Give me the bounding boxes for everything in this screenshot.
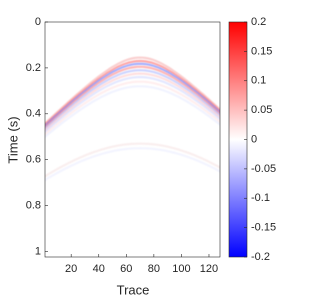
wavefront xyxy=(45,59,220,127)
wavefront xyxy=(45,72,220,132)
wavefront xyxy=(45,76,220,134)
wavefront xyxy=(45,85,220,139)
x-tick-label: 60 xyxy=(120,263,132,275)
colorbar-tick-label: 0 xyxy=(251,133,257,145)
x-axis-label: Trace xyxy=(117,282,150,297)
y-tick-label: 1 xyxy=(35,245,41,257)
wavefront xyxy=(45,147,220,182)
y-tick-label: 0.8 xyxy=(26,200,41,212)
colorbar-tick-label: 0.1 xyxy=(251,75,266,87)
colorbar-tick-label: 0.05 xyxy=(251,104,272,116)
colorbar-tick-label: -0.2 xyxy=(251,251,270,263)
y-tick-label: 0.4 xyxy=(26,108,41,120)
x-tick-label: 20 xyxy=(65,263,77,275)
wavefront xyxy=(45,62,220,128)
x-tick-label: 120 xyxy=(200,263,218,275)
colorbar-tick-label: 0.2 xyxy=(251,16,266,28)
colorbar-tick-label: 0.15 xyxy=(251,45,272,57)
y-tick-label: 0.6 xyxy=(26,154,41,166)
colorbar-tick-label: -0.05 xyxy=(251,163,276,175)
x-tick-label: 40 xyxy=(93,263,105,275)
colorbar-tick-label: -0.1 xyxy=(251,192,270,204)
colorbar-tick-label: -0.15 xyxy=(251,222,276,234)
wavefront xyxy=(45,80,220,136)
plot-frame xyxy=(44,21,221,258)
seismic-image xyxy=(45,56,220,182)
y-tick-label: 0.2 xyxy=(26,62,41,74)
x-tick-label: 80 xyxy=(148,263,160,275)
wavefront xyxy=(45,69,220,131)
wavefront xyxy=(45,65,220,129)
y-tick-label: 0 xyxy=(35,16,41,28)
x-tick-label: 100 xyxy=(172,263,190,275)
wavefront xyxy=(45,56,220,125)
y-axis-label: Time (s) xyxy=(5,116,20,163)
chart: Trace Time (s) 20 40 60 80 100 120 0 0.2 0.4 0.6 0… xyxy=(5,16,276,298)
wavefront xyxy=(45,142,220,178)
